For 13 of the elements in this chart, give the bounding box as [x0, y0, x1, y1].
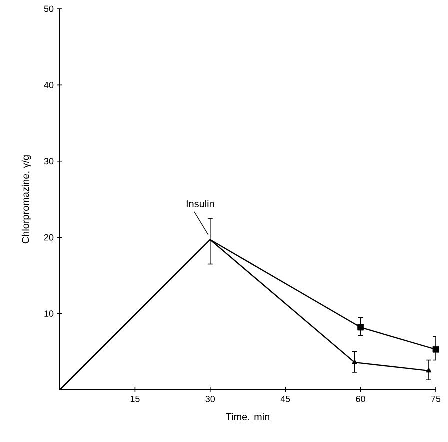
x-tick-label: 60 — [356, 396, 366, 402]
x-tick-label: 45 — [280, 396, 290, 402]
annotation: Insulin — [186, 200, 214, 208]
x-tick-label: 75 — [431, 396, 441, 402]
y-tick-label: 40 — [44, 82, 54, 88]
y-axis-title: Chlorpromazine, γ/g — [22, 156, 32, 244]
y-tick-label: 50 — [44, 6, 54, 12]
y-tick-label: 30 — [44, 158, 54, 165]
y-tick-label: 10 — [44, 310, 54, 317]
x-axis-title: Time. min — [226, 413, 270, 420]
x-tick-label: 15 — [130, 396, 140, 402]
x-tick-label: 30 — [206, 396, 216, 402]
y-tick-label: 20 — [44, 234, 54, 241]
